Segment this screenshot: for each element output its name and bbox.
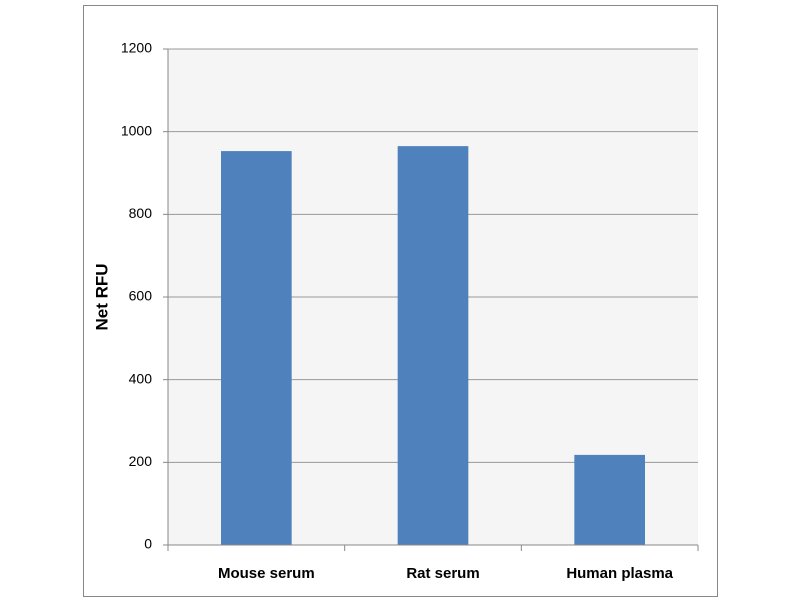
y-tick-label: 600 — [129, 288, 153, 304]
bar — [397, 146, 469, 545]
y-axis-label: Net RFU — [92, 263, 111, 330]
y-tick-label: 400 — [129, 370, 153, 386]
y-tick-label: 800 — [129, 205, 153, 221]
y-tick-label: 1200 — [121, 40, 152, 56]
y-tick-label: 0 — [144, 536, 152, 552]
bar — [574, 454, 645, 545]
bar — [221, 151, 292, 546]
x-tick-label: Human plasma — [566, 565, 673, 582]
y-tick-label: 1000 — [121, 122, 152, 138]
y-tick-label: 200 — [129, 453, 153, 469]
x-tick-label: Rat serum — [406, 565, 479, 582]
x-tick-label: Mouse serum — [218, 565, 315, 582]
